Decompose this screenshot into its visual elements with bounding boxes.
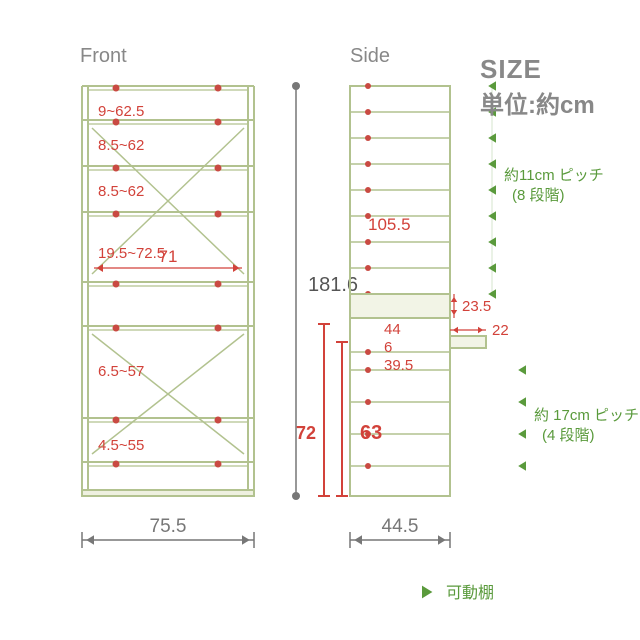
- svg-text:8.5~62: 8.5~62: [98, 183, 144, 200]
- svg-text:9~62.5: 9~62.5: [98, 103, 144, 120]
- svg-text:(4 段階): (4 段階): [542, 427, 595, 444]
- svg-text:44: 44: [384, 321, 401, 338]
- svg-text:105.5: 105.5: [368, 215, 411, 234]
- svg-text:約11cm ピッチ: 約11cm ピッチ: [504, 167, 604, 184]
- svg-text:44.5: 44.5: [382, 516, 419, 537]
- front-view: 719~62.58.5~628.5~6219.5~72.56.5~574.5~5…: [82, 85, 254, 497]
- svg-text:6.5~57: 6.5~57: [98, 363, 144, 380]
- svg-text:可動棚: 可動棚: [446, 584, 494, 602]
- unit-text: 単位:約cm: [480, 85, 595, 120]
- svg-text:8.5~62: 8.5~62: [98, 137, 144, 154]
- svg-text:72: 72: [296, 423, 316, 443]
- svg-text:6: 6: [384, 339, 392, 356]
- side-view: 105.5 23.5 44639.5 22 72 63 約11cm ピッチ (8 段階) 約 1…: [296, 81, 639, 602]
- size-label: SIZE 単位:約cm: [480, 54, 595, 120]
- svg-text:(8 段階): (8 段階): [512, 187, 565, 204]
- svg-text:19.5~72.5: 19.5~72.5: [98, 245, 165, 262]
- svg-text:75.5: 75.5: [150, 516, 187, 537]
- svg-text:約 17cm ピッチ: 約 17cm ピッチ: [534, 407, 639, 424]
- svg-text:22: 22: [492, 322, 509, 339]
- size-text: SIZE: [480, 54, 595, 85]
- svg-text:23.5: 23.5: [462, 298, 491, 315]
- svg-text:Side: Side: [350, 45, 390, 67]
- svg-text:Front: Front: [80, 45, 127, 67]
- svg-text:63: 63: [360, 422, 382, 444]
- svg-text:4.5~55: 4.5~55: [98, 437, 144, 454]
- svg-text:39.5: 39.5: [384, 357, 413, 374]
